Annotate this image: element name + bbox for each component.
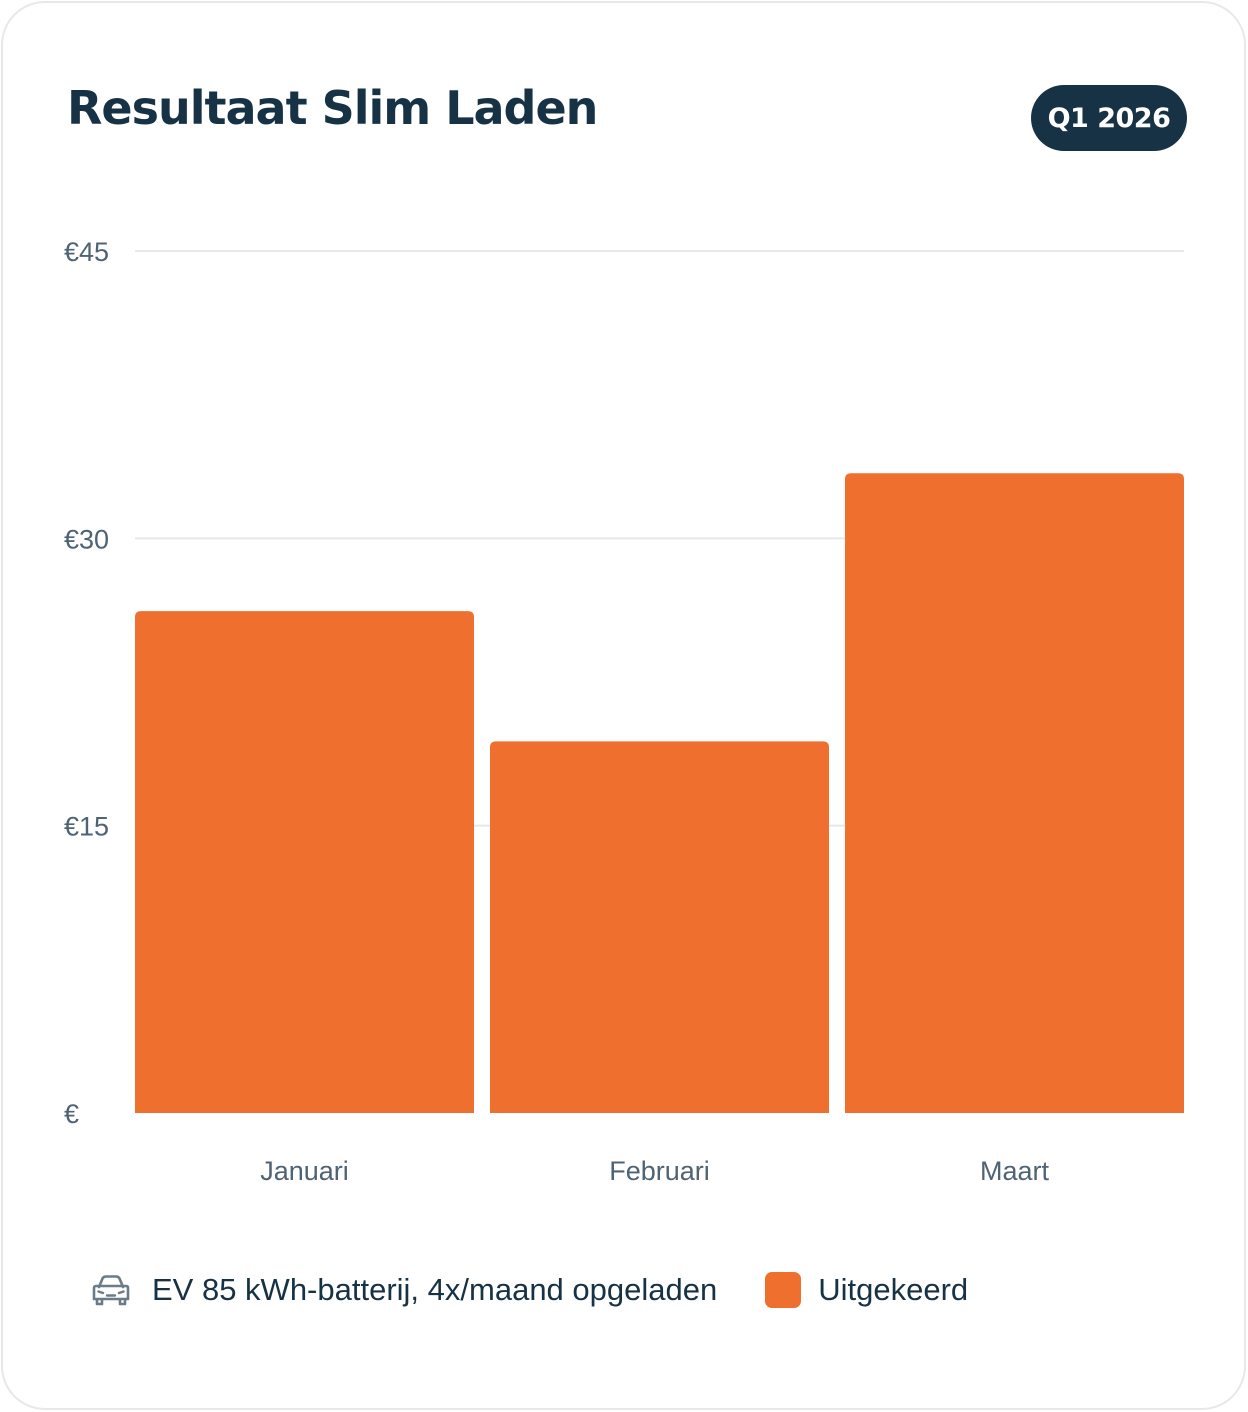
y-axis-ticks: € €15 €30 €45 [64, 237, 109, 1129]
legend: EV 85 kWh-batterij, 4x/maand opgeladen U… [90, 1266, 968, 1314]
chart-title: Resultaat Slim Laden [67, 81, 598, 135]
y-tick-label: €30 [64, 524, 109, 554]
bar-januari [135, 611, 474, 1113]
x-tick-label: Februari [609, 1156, 710, 1186]
period-badge: Q1 2026 [1031, 85, 1187, 151]
x-axis-labels: Januari Februari Maart [260, 1156, 1049, 1186]
x-tick-label: Maart [980, 1156, 1050, 1186]
legend-series-label: Uitgekeerd [818, 1272, 969, 1307]
bar-februari [490, 741, 829, 1113]
legend-swatch [765, 1272, 802, 1308]
legend-note: EV 85 kWh-batterij, 4x/maand opgeladen [152, 1272, 718, 1307]
bar-maart [845, 473, 1184, 1113]
y-tick-label: € [64, 1099, 79, 1129]
bars [135, 473, 1184, 1113]
y-tick-label: €15 [64, 812, 109, 842]
car-icon [92, 1275, 130, 1306]
y-tick-label: €45 [64, 237, 109, 267]
x-tick-label: Januari [260, 1156, 349, 1186]
